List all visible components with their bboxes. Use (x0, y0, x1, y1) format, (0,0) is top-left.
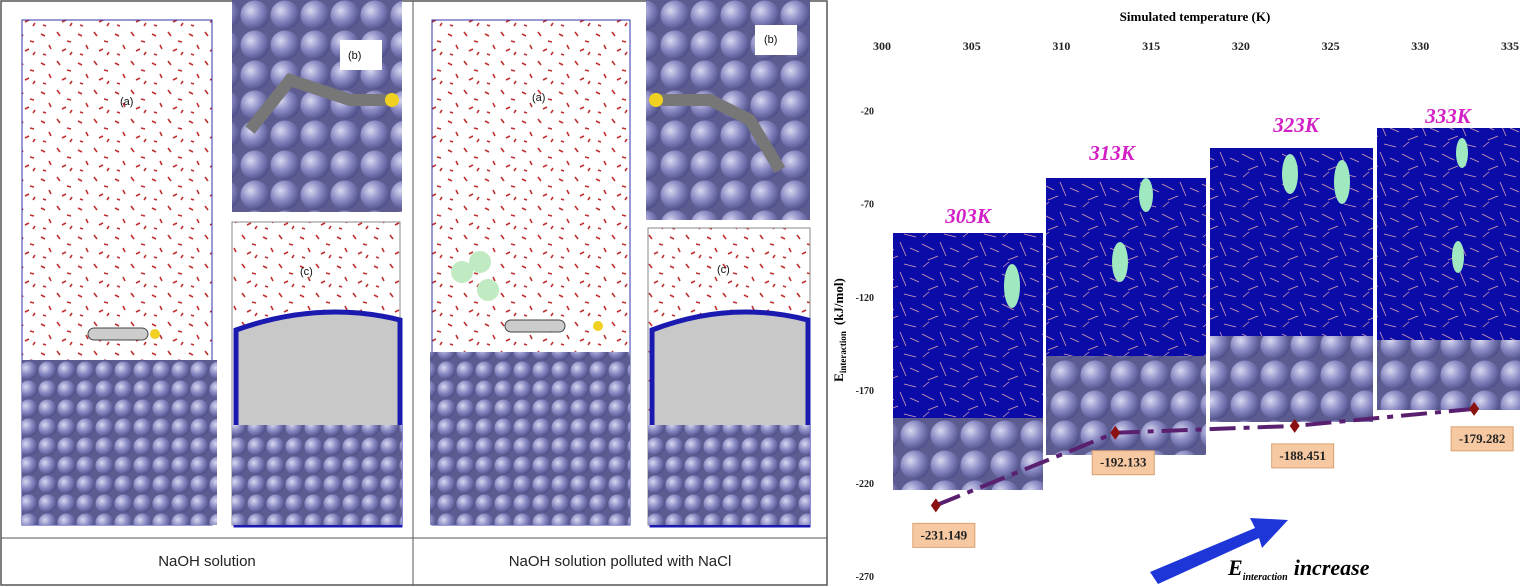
x-tick-label: 330 (1411, 39, 1429, 53)
molecule (88, 328, 148, 340)
x-tick-label: 305 (963, 39, 981, 53)
annotation-text: increase (1294, 555, 1370, 580)
sulfur (150, 329, 160, 339)
chloride (1112, 242, 1128, 282)
surface (1046, 356, 1206, 455)
annotation: Einteraction increase (1227, 555, 1370, 583)
surface (22, 360, 217, 525)
value-label: -179.282 (1459, 431, 1506, 446)
surface (232, 425, 402, 525)
x-tick-label: 335 (1501, 39, 1519, 53)
chloride (1452, 241, 1464, 273)
x-tick-label: 320 (1232, 39, 1250, 53)
snapshot-label: 313K (1088, 141, 1137, 165)
y-tick-label: -270 (856, 572, 874, 583)
y-axis-subscript: interaction (838, 331, 848, 373)
x-tick-label: 310 (1052, 39, 1070, 53)
snapshot-label: 303K (944, 204, 993, 228)
sulfur (593, 321, 603, 331)
y-axis-symbol: E (831, 373, 846, 382)
simulation-panels: (a) (b) (c) NaOH solution (a) (b) (c) Na… (1, 0, 827, 585)
surface (430, 352, 630, 525)
snapshot-label: 333K (1424, 104, 1473, 128)
y-axis-unit: (kJ/mol) (831, 278, 846, 325)
panel-label: (c) (717, 264, 730, 276)
y-tick-label: -220 (856, 479, 874, 490)
chloride (1456, 138, 1468, 168)
chloride (469, 251, 491, 273)
x-tick-label: 300 (873, 39, 891, 53)
surface (893, 418, 1043, 490)
figure: (a) (b) (c) NaOH solution (a) (b) (c) Na… (0, 0, 1525, 587)
chart: Simulated temperature (K) Einteraction (k… (831, 9, 1520, 584)
value-label: -192.133 (1100, 455, 1147, 470)
surface (1377, 340, 1520, 410)
chloride (1139, 178, 1153, 212)
panel-label: (c) (300, 266, 313, 278)
surface (648, 425, 810, 525)
panel-label: (a) (532, 92, 545, 104)
x-tick-label: 315 (1142, 39, 1160, 53)
chloride (1282, 154, 1298, 194)
x-axis-title: Simulated temperature (K) (1120, 9, 1271, 24)
panel-label: (b) (348, 50, 361, 62)
y-tick-label: -70 (861, 200, 874, 211)
annotation-symbol: E (1227, 555, 1243, 580)
surface (1210, 336, 1373, 422)
value-label: -231.149 (921, 527, 968, 542)
chloride (477, 279, 499, 301)
x-tick-label: 325 (1322, 39, 1340, 53)
caption: NaOH solution (158, 553, 256, 570)
chloride (1004, 264, 1020, 308)
caption: NaOH solution polluted with NaCl (509, 553, 732, 570)
sulfur (649, 93, 663, 107)
annotation-subscript: interaction (1243, 572, 1288, 583)
snapshot-label: 323K (1272, 113, 1321, 137)
y-tick-label: -170 (856, 386, 874, 397)
y-tick-label: -20 (861, 107, 874, 118)
y-tick-label: -120 (856, 293, 874, 304)
value-label: -188.451 (1279, 448, 1326, 463)
panel-label: (b) (764, 34, 777, 46)
chloride (1334, 160, 1350, 204)
y-axis-title: Einteraction (kJ/mol) (831, 278, 848, 382)
data-point (931, 498, 941, 512)
snapshots (893, 128, 1520, 490)
molecule (505, 320, 565, 332)
panel-label: (a) (120, 96, 133, 108)
sulfur (385, 93, 399, 107)
